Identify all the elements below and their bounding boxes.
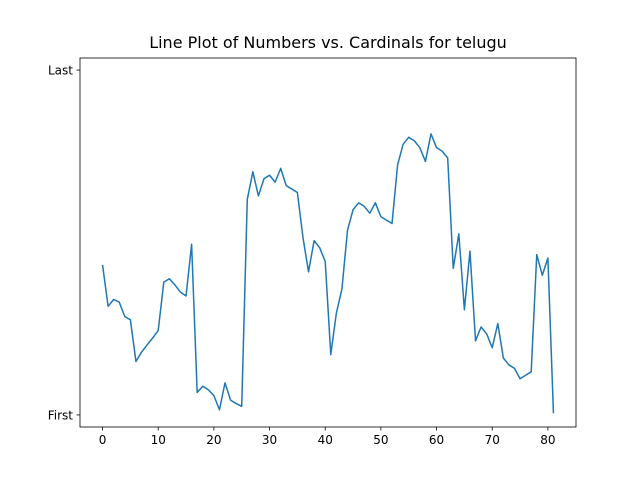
x-tick-label: 80 xyxy=(540,433,555,447)
axes-frame xyxy=(79,57,577,428)
x-tick-label: 30 xyxy=(262,433,277,447)
y-tick-label: Last xyxy=(48,64,73,78)
x-tick-label: 10 xyxy=(151,433,166,447)
series-line-telugu xyxy=(101,133,555,414)
x-tick-label: 70 xyxy=(485,433,500,447)
y-tick-label: First xyxy=(48,408,74,422)
x-tick-label: 50 xyxy=(373,433,388,447)
x-tick-label: 40 xyxy=(318,433,333,447)
y-axis: First Last xyxy=(48,64,80,422)
x-tick-label: 0 xyxy=(99,433,107,447)
chart-title: Line Plot of Numbers vs. Cardinals for t… xyxy=(149,33,507,52)
plot-area xyxy=(101,133,555,414)
x-axis: 0 10 20 30 40 50 60 70 80 xyxy=(99,427,556,447)
x-tick-label: 60 xyxy=(429,433,444,447)
x-tick-label: 20 xyxy=(206,433,221,447)
